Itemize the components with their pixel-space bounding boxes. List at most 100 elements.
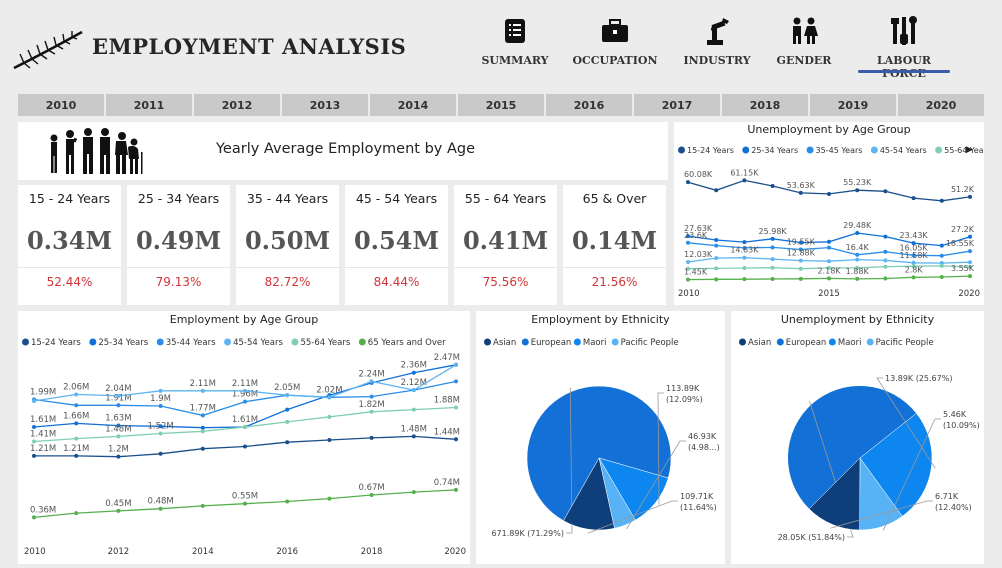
year-button[interactable]: 2020: [898, 94, 984, 116]
data-label: 2.05M: [274, 383, 300, 393]
legend-next-arrow-icon[interactable]: ▶: [966, 145, 973, 155]
data-point: [116, 454, 121, 459]
year-button[interactable]: 2016: [546, 94, 634, 116]
data-point: [770, 245, 775, 250]
employment-ethnicity-panel: Employment by Ethnicity Asian European Mao…: [476, 311, 725, 564]
data-point: [855, 231, 860, 236]
data-label: 2.04M: [105, 384, 131, 394]
nav-industry[interactable]: INDUSTRY: [672, 14, 762, 67]
data-label: 2.24M: [358, 369, 384, 379]
kpi-percent: 52.44%: [46, 275, 93, 289]
active-tab-indicator: [858, 70, 950, 73]
nav-gender[interactable]: GENDER: [759, 14, 849, 67]
year-button[interactable]: 2015: [458, 94, 546, 116]
data-point: [411, 370, 416, 375]
year-button[interactable]: 2014: [370, 94, 458, 116]
data-point: [116, 403, 121, 408]
slice-label: 13.89K (25.67%): [885, 374, 952, 383]
legend-marker: [870, 146, 878, 154]
data-point: [911, 275, 916, 280]
x-tick-label: 2020: [444, 547, 466, 557]
kpi-label: 35 - 44 Years: [246, 191, 329, 206]
pie-slice: [787, 385, 917, 510]
legend-marker: [358, 338, 366, 346]
leader-line: [830, 500, 933, 529]
kpi-divider: [563, 267, 666, 268]
data-point: [686, 260, 690, 265]
data-point: [411, 388, 416, 393]
nav-summary[interactable]: SUMMARY: [470, 14, 560, 67]
pie-slice: [563, 457, 615, 531]
unemployment-age-panel: Unemployment by Age Group 15-24 Years 25-…: [674, 122, 984, 305]
data-label: 11.58K: [900, 251, 929, 260]
data-label: 0.74M: [434, 478, 460, 488]
legend-marker: [678, 146, 685, 154]
data-point: [243, 501, 247, 506]
data-point: [770, 257, 775, 262]
kpi-value: 0.54M: [353, 226, 440, 255]
x-tick-label: 2016: [276, 547, 298, 557]
data-label: 1.91M: [105, 393, 131, 403]
age-banner: Yearly Average Employment by Age: [18, 122, 668, 180]
data-point: [454, 405, 458, 410]
data-point: [714, 266, 719, 271]
data-point: [411, 490, 416, 495]
data-point: [686, 277, 690, 282]
kpi-card: 65 & Over 0.14M 21.56%: [563, 185, 666, 305]
leader-line: [657, 392, 664, 505]
kpi-value: 0.14M: [571, 226, 658, 255]
data-point: [158, 506, 163, 511]
data-point: [243, 399, 247, 404]
chart-title: Unemployment by Ethnicity: [780, 313, 935, 326]
kpi-label: 65 & Over: [582, 191, 647, 206]
year-button[interactable]: 2017: [634, 94, 722, 116]
legend-label: European: [531, 338, 572, 348]
data-point: [742, 266, 747, 271]
series-line: [687, 179, 971, 202]
legend-marker: [806, 146, 814, 154]
data-point: [855, 257, 860, 262]
year-button[interactable]: 2010: [18, 94, 106, 116]
data-point: [32, 453, 36, 458]
data-point: [714, 243, 719, 248]
kpi-divider: [236, 267, 339, 268]
legend-marker: [776, 338, 784, 346]
year-button[interactable]: 2019: [810, 94, 898, 116]
kpi-percent: 75.56%: [482, 275, 529, 289]
data-point: [686, 266, 690, 271]
data-point: [116, 393, 121, 398]
data-label: 1.66M: [63, 411, 89, 421]
legend-label: 35-44 Years: [166, 338, 216, 348]
year-button[interactable]: 2012: [194, 94, 282, 116]
data-label: 1.88M: [434, 395, 460, 405]
data-point: [742, 277, 747, 282]
fern-logo: [10, 28, 86, 72]
leader-line: [566, 387, 573, 534]
nav-label: OCCUPATION: [572, 54, 658, 67]
year-button[interactable]: 2011: [106, 94, 194, 116]
data-label: 55.23K: [843, 178, 872, 187]
unemployment-ethnicity-panel: Unemployment by Ethnicity Asian European M…: [731, 311, 984, 564]
data-point: [285, 419, 290, 424]
legend-marker: [22, 338, 29, 346]
kpi-percent: 79.13%: [155, 275, 202, 289]
data-point: [939, 261, 944, 266]
year-button[interactable]: 2013: [282, 94, 370, 116]
kpi-percent: 82.72%: [264, 275, 311, 289]
year-button[interactable]: 2018: [722, 94, 810, 116]
nav-occupation[interactable]: OCCUPATION: [570, 14, 660, 67]
data-point: [200, 503, 205, 508]
data-label: 1.45K: [684, 268, 708, 277]
data-point: [827, 245, 831, 250]
data-point: [883, 189, 888, 194]
data-point: [770, 277, 775, 282]
kpi-divider: [18, 267, 121, 268]
data-point: [74, 511, 79, 516]
data-label: 19.55K: [787, 238, 816, 247]
legend-marker: [935, 146, 943, 154]
data-point: [369, 493, 374, 497]
data-point: [369, 394, 374, 399]
data-label: 2.18K: [817, 266, 841, 275]
data-label: 1.48M: [401, 424, 427, 434]
data-label: 2.11M: [232, 379, 258, 389]
